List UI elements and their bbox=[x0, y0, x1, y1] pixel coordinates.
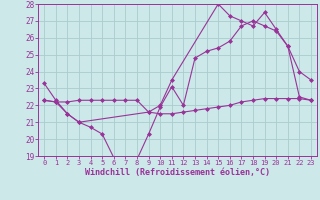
X-axis label: Windchill (Refroidissement éolien,°C): Windchill (Refroidissement éolien,°C) bbox=[85, 168, 270, 177]
